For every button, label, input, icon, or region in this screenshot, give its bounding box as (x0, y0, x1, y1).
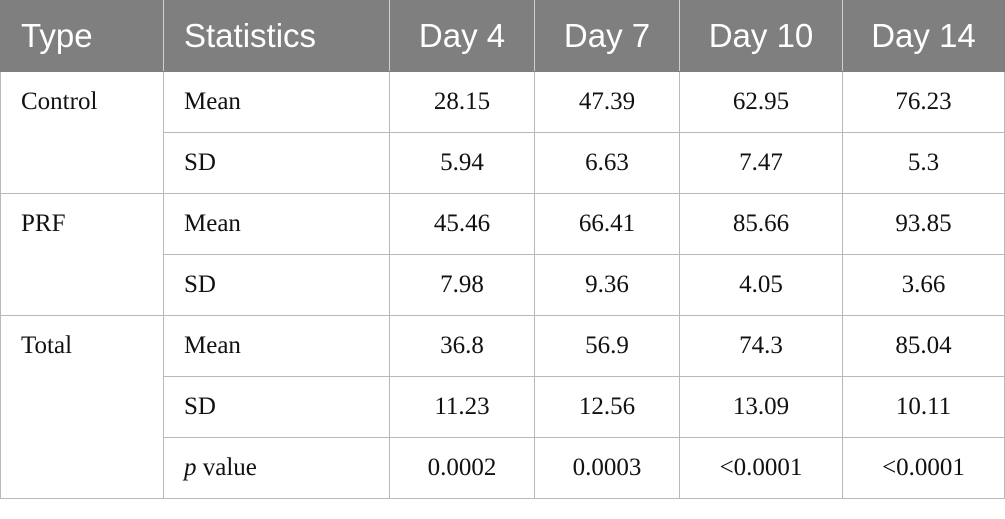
header-row: Type Statistics Day 4 Day 7 Day 10 Day 1… (0, 0, 1005, 72)
value-cell: 28.15 (389, 71, 535, 133)
stat-cell: Mean (163, 193, 390, 255)
p-value-cell: 0.0003 (534, 437, 680, 499)
value-cell: 45.46 (389, 193, 535, 255)
value-cell: 13.09 (679, 376, 843, 438)
value-cell: 62.95 (679, 71, 843, 133)
value-cell: 93.85 (842, 193, 1005, 255)
stat-cell: SD (163, 132, 390, 194)
table-row: PRF Mean 45.46 66.41 85.66 93.85 (0, 193, 1005, 316)
value-cell: 74.3 (679, 315, 843, 377)
table-header: Type Statistics Day 4 Day 7 Day 10 Day 1… (0, 0, 1005, 72)
value-cell: 11.23 (389, 376, 535, 438)
p-value-cell: <0.0001 (842, 437, 1005, 499)
value-cell: 9.36 (534, 254, 680, 316)
table-row-p-value: p value 0.0002 0.0003 <0.0001 <0.0001 (1, 437, 1005, 499)
value-cell: 12.56 (534, 376, 680, 438)
header-day-4: Day 4 (389, 0, 535, 72)
table-row: Total Mean 36.8 56.9 74.3 85.04 (0, 315, 1005, 499)
value-cell: 7.98 (389, 254, 535, 316)
p-value-label: p value (163, 437, 390, 499)
table-row: SD 11.23 12.56 13.09 10.11 (1, 376, 1005, 438)
table-body: Control Mean 28.15 47.39 62.95 76.23 SD … (0, 71, 1005, 499)
value-cell: 5.3 (842, 132, 1005, 194)
type-cell-prf: PRF (0, 193, 164, 316)
header-day-10: Day 10 (679, 0, 843, 72)
stat-cell: SD (163, 376, 390, 438)
header-day-7: Day 7 (534, 0, 680, 72)
value-cell: 76.23 (842, 71, 1005, 133)
table-row: Control Mean 28.15 47.39 62.95 76.23 (0, 71, 1005, 194)
p-value-cell: <0.0001 (679, 437, 843, 499)
value-cell: 85.66 (679, 193, 843, 255)
value-cell: 56.9 (534, 315, 680, 377)
p-value-cell: 0.0002 (389, 437, 535, 499)
value-cell: 6.63 (534, 132, 680, 194)
stat-cell: Mean (163, 315, 390, 377)
type-cell-total: Total (0, 315, 164, 499)
value-cell: 85.04 (842, 315, 1005, 377)
value-cell: 5.94 (389, 132, 535, 194)
p-symbol: p (184, 454, 197, 481)
value-cell: 66.41 (534, 193, 680, 255)
header-type: Type (0, 0, 164, 72)
stat-cell: Mean (163, 71, 390, 133)
value-cell: 10.11 (842, 376, 1005, 438)
header-statistics: Statistics (163, 0, 390, 72)
type-cell-control: Control (0, 71, 164, 194)
value-cell: 36.8 (389, 315, 535, 377)
value-cell: 7.47 (679, 132, 843, 194)
value-cell: 4.05 (679, 254, 843, 316)
value-cell: 3.66 (842, 254, 1005, 316)
statistics-table: Type Statistics Day 4 Day 7 Day 10 Day 1… (0, 0, 1005, 499)
value-cell: 47.39 (534, 71, 680, 133)
stat-cell: SD (163, 254, 390, 316)
table-row: SD 7.98 9.36 4.05 3.66 (1, 254, 1005, 316)
header-day-14: Day 14 (842, 0, 1005, 72)
p-value-word: value (196, 454, 257, 481)
